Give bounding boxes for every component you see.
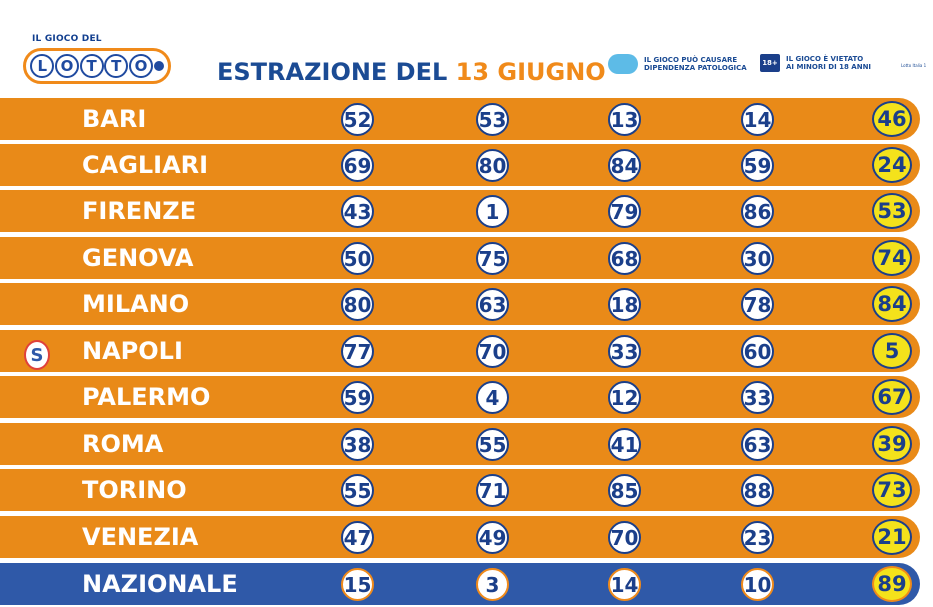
number-ball: 79 xyxy=(608,195,641,228)
number-ball: 47 xyxy=(341,521,374,554)
city-name: PALERMO xyxy=(82,383,211,411)
city-name: VENEZIA xyxy=(82,523,199,551)
age-warning-text: IL GIOCO È VIETATO AI MINORI DI 18 ANNI xyxy=(786,55,872,71)
number-ball: 23 xyxy=(741,521,774,554)
title-date: 13 GIUGNO xyxy=(455,58,606,86)
number-ball: 75 xyxy=(476,242,509,275)
number-ball-last: 84 xyxy=(872,286,912,322)
row-genova: GENOVA 50 75 68 30 74 xyxy=(0,237,920,279)
number-ball: 68 xyxy=(608,242,641,275)
number-ball: 60 xyxy=(741,335,774,368)
number-ball: 33 xyxy=(741,381,774,414)
number-ball: 52 xyxy=(341,103,374,136)
number-ball-last: 73 xyxy=(872,472,912,508)
logo-letter: O xyxy=(54,54,79,78)
corner-text: Lotto Italia 1 xyxy=(901,63,927,68)
special-marker-icon: S xyxy=(24,340,50,370)
number-ball: 43 xyxy=(341,195,374,228)
number-ball: 59 xyxy=(741,149,774,182)
number-ball: 59 xyxy=(341,381,374,414)
number-ball: 53 xyxy=(476,103,509,136)
logo-letter: T xyxy=(79,54,104,78)
row-roma: ROMA 38 55 41 63 39 xyxy=(0,423,920,465)
number-ball: 70 xyxy=(476,335,509,368)
city-name: TORINO xyxy=(82,476,187,504)
logo-letter: O xyxy=(128,54,153,78)
number-ball: 50 xyxy=(341,242,374,275)
number-ball-last: 5 xyxy=(872,333,912,369)
number-ball: 88 xyxy=(741,474,774,507)
logo-letter: L xyxy=(30,54,55,78)
age-18-icon: 18+ xyxy=(760,54,780,72)
number-ball: 41 xyxy=(608,428,641,461)
number-ball: 3 xyxy=(476,568,509,601)
number-ball: 55 xyxy=(476,428,509,461)
age-restriction-notice: 18+ IL GIOCO È VIETATO AI MINORI DI 18 A… xyxy=(760,54,871,72)
number-ball: 55 xyxy=(341,474,374,507)
row-torino: TORINO 55 71 85 88 73 xyxy=(0,469,920,511)
city-name: NAPOLI xyxy=(82,337,183,365)
responsible-gaming-notice: GIOCA RESPONSABILE IL GIOCO PUÒ CAUSARE … xyxy=(608,54,747,74)
number-ball: 77 xyxy=(341,335,374,368)
number-ball: 86 xyxy=(741,195,774,228)
row-nazionale: NAZIONALE 15 3 14 10 89 xyxy=(0,563,920,605)
number-ball: 1 xyxy=(476,195,509,228)
row-venezia: VENEZIA 47 49 70 23 21 xyxy=(0,516,920,558)
city-name: BARI xyxy=(82,105,147,133)
page-title: ESTRAZIONE DEL 13 GIUGNO xyxy=(217,58,606,86)
row-cagliari: CAGLIARI 69 80 84 59 24 xyxy=(0,144,920,186)
number-ball-last: 24 xyxy=(872,147,912,183)
number-ball: 71 xyxy=(476,474,509,507)
number-ball: 63 xyxy=(741,428,774,461)
logo-small-text: IL GIOCO DEL xyxy=(32,34,102,44)
number-ball: 80 xyxy=(476,149,509,182)
number-ball: 13 xyxy=(608,103,641,136)
number-ball: 69 xyxy=(341,149,374,182)
number-ball: 18 xyxy=(608,288,641,321)
city-name: NAZIONALE xyxy=(82,570,238,598)
number-ball: 30 xyxy=(741,242,774,275)
number-ball: 49 xyxy=(476,521,509,554)
city-name: ROMA xyxy=(82,430,164,458)
number-ball: 63 xyxy=(476,288,509,321)
header: IL GIOCO DEL L O T T O ESTRAZIONE DEL 13… xyxy=(0,0,933,98)
number-ball: 10 xyxy=(741,568,774,601)
lotto-logo: L O T T O xyxy=(23,48,171,84)
number-ball-last: 21 xyxy=(872,519,912,555)
number-ball: 70 xyxy=(608,521,641,554)
number-ball: 84 xyxy=(608,149,641,182)
row-palermo: PALERMO 59 4 12 33 67 xyxy=(0,376,920,418)
number-ball: 78 xyxy=(741,288,774,321)
number-ball: 14 xyxy=(608,568,641,601)
row-firenze: FIRENZE 43 1 79 86 53 xyxy=(0,190,920,232)
city-name: CAGLIARI xyxy=(82,151,209,179)
number-ball-last: 74 xyxy=(872,240,912,276)
city-name: MILANO xyxy=(82,290,190,318)
number-ball-last: 53 xyxy=(872,193,912,229)
responsible-gaming-icon: GIOCA RESPONSABILE xyxy=(608,54,638,74)
number-ball: 12 xyxy=(608,381,641,414)
number-ball-last: 46 xyxy=(872,101,912,137)
number-ball: 4 xyxy=(476,381,509,414)
city-name: GENOVA xyxy=(82,244,194,272)
number-ball: 38 xyxy=(341,428,374,461)
addiction-warning-text: IL GIOCO PUÒ CAUSARE DIPENDENZA PATOLOGI… xyxy=(644,56,747,72)
number-ball: 33 xyxy=(608,335,641,368)
number-ball-last: 39 xyxy=(872,426,912,462)
number-ball-last: 89 xyxy=(872,566,912,602)
number-ball: 15 xyxy=(341,568,374,601)
number-ball: 14 xyxy=(741,103,774,136)
logo-letter: T xyxy=(104,54,129,78)
row-napoli: NAPOLI 77 70 33 60 5 S xyxy=(0,330,920,372)
logo-dot-icon xyxy=(153,61,164,71)
row-milano: MILANO 80 63 18 78 84 xyxy=(0,283,920,325)
city-name: FIRENZE xyxy=(82,197,197,225)
number-ball-last: 67 xyxy=(872,379,912,415)
number-ball: 85 xyxy=(608,474,641,507)
row-bari: BARI 52 53 13 14 46 xyxy=(0,98,920,140)
number-ball: 80 xyxy=(341,288,374,321)
